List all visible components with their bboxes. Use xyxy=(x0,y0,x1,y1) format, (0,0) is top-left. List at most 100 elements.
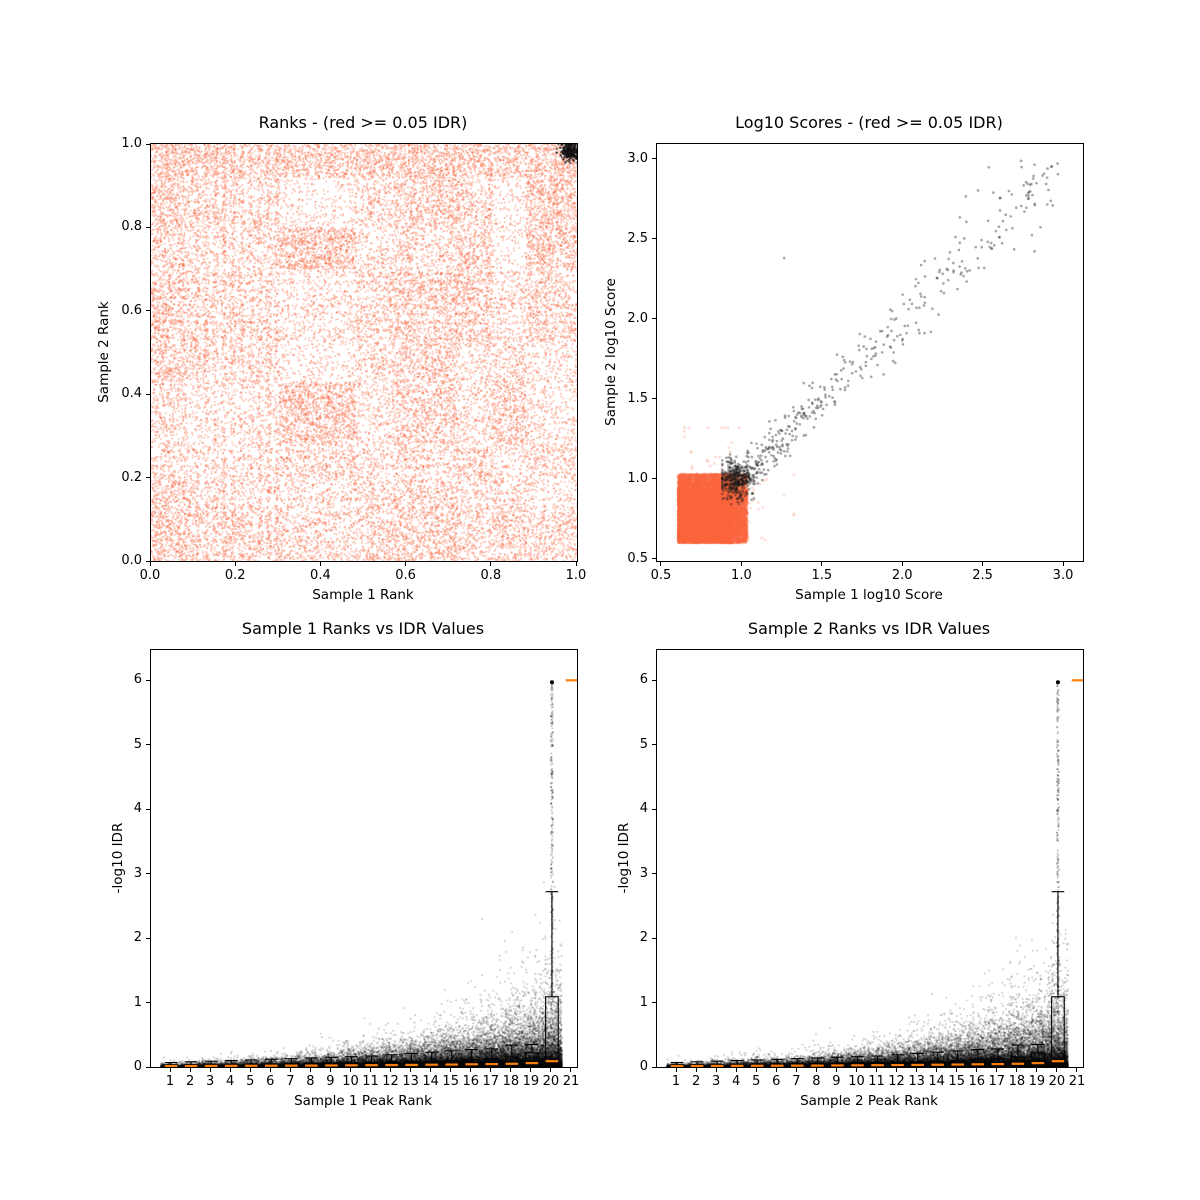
x-tick-mark xyxy=(660,561,662,566)
y-tick-mark xyxy=(145,393,150,395)
x-tick-mark xyxy=(450,1067,452,1072)
y-tick-label: 2 xyxy=(639,930,648,946)
x-tick-label: 18 xyxy=(502,1074,520,1089)
y-tick-label: 1.0 xyxy=(121,136,142,151)
x-tick-label: 8 xyxy=(812,1074,821,1089)
x-tick-label: 20 xyxy=(1048,1074,1066,1089)
x-tick-label: 0.6 xyxy=(395,568,416,583)
x-tick-label: 12 xyxy=(382,1074,399,1089)
y-tick-mark xyxy=(651,937,656,939)
x-tick-mark xyxy=(550,1067,552,1072)
y-tick-mark xyxy=(145,143,150,145)
y-tick-label: 2 xyxy=(133,930,142,946)
x-tick-label: 16 xyxy=(968,1074,986,1089)
x-tick-mark xyxy=(1036,1067,1038,1072)
x-tick-label: 1.0 xyxy=(731,568,752,583)
x-tick-label: 12 xyxy=(888,1074,905,1089)
x-tick-mark xyxy=(289,1067,291,1072)
x-tick-label: 1.0 xyxy=(565,568,587,583)
y-tick-label: 0.5 xyxy=(627,550,648,566)
x-tick-mark xyxy=(209,1067,211,1072)
x-tick-mark xyxy=(575,561,577,566)
x-tick-mark xyxy=(715,1067,717,1072)
x-tick-mark xyxy=(234,561,236,566)
sample1-rank-idr-subplot: Sample 1 Ranks vs IDR Values -log10 IDR … xyxy=(110,619,579,1109)
x-tick-label: 8 xyxy=(306,1074,315,1089)
x-tick-mark xyxy=(956,1067,958,1072)
y-tick-mark xyxy=(145,873,150,875)
y-tick-mark xyxy=(145,1066,150,1068)
x-tick-label: 9 xyxy=(326,1074,335,1089)
x-tick-mark xyxy=(309,1067,311,1072)
x-tick-mark xyxy=(740,561,742,566)
x-tick-label: 0.0 xyxy=(139,568,161,583)
x-tick-label: 10 xyxy=(848,1074,865,1089)
y-tick-label: 4 xyxy=(133,801,142,817)
x-axis-label: Sample 1 Rank xyxy=(312,587,414,603)
x-tick-label: 3 xyxy=(712,1074,721,1089)
y-tick-label: 3.0 xyxy=(627,150,648,166)
y-tick-mark xyxy=(651,1066,656,1068)
x-tick-mark xyxy=(1076,1067,1078,1072)
x-tick-label: 13 xyxy=(402,1074,419,1089)
x-tick-mark xyxy=(755,1067,757,1072)
y-tick-label: 1 xyxy=(133,994,142,1010)
x-tick-mark xyxy=(410,1067,412,1072)
x-tick-mark xyxy=(229,1067,231,1072)
x-tick-label: 4 xyxy=(226,1074,235,1089)
x-tick-mark xyxy=(982,561,984,566)
plot-area xyxy=(656,649,1084,1068)
x-tick-label: 13 xyxy=(908,1074,925,1089)
x-tick-label: 15 xyxy=(948,1074,965,1089)
x-tick-mark xyxy=(405,561,407,566)
x-tick-label: 6 xyxy=(266,1074,275,1089)
x-tick-label: 6 xyxy=(772,1074,781,1089)
x-tick-label: 16 xyxy=(462,1074,480,1089)
y-tick-label: 6 xyxy=(133,672,142,688)
x-tick-mark xyxy=(470,1067,472,1072)
x-tick-label: 2 xyxy=(185,1074,195,1089)
chart-title: Sample 2 Ranks vs IDR Values xyxy=(747,619,991,638)
y-tick-label: 1.0 xyxy=(627,470,648,486)
x-tick-mark xyxy=(430,1067,432,1072)
y-tick-label: 1.5 xyxy=(627,390,648,406)
y-tick-mark xyxy=(651,158,656,160)
y-tick-mark xyxy=(145,310,150,312)
y-tick-label: 3 xyxy=(639,865,648,881)
y-tick-label: 0 xyxy=(639,1059,648,1074)
y-tick-label: 0.6 xyxy=(121,302,142,318)
x-tick-mark xyxy=(329,1067,331,1072)
x-tick-mark xyxy=(390,1067,392,1072)
plot-area xyxy=(150,649,578,1068)
x-tick-label: 1.5 xyxy=(811,568,833,583)
y-tick-mark xyxy=(651,398,656,400)
y-tick-label: 4 xyxy=(639,801,648,817)
x-tick-mark xyxy=(795,1067,797,1072)
y-tick-label: 6 xyxy=(639,672,648,688)
x-tick-mark xyxy=(1056,1067,1058,1072)
x-tick-mark xyxy=(490,1067,492,1072)
x-tick-label: 7 xyxy=(792,1074,801,1089)
y-tick-mark xyxy=(651,873,656,875)
y-tick-label: 0.8 xyxy=(121,219,142,235)
x-tick-label: 19 xyxy=(1028,1074,1046,1089)
y-tick-label: 1 xyxy=(639,994,648,1010)
y-tick-label: 0.4 xyxy=(121,386,142,402)
y-tick-mark xyxy=(651,744,656,746)
x-axis-label: Sample 1 Peak Rank xyxy=(294,1093,432,1109)
x-tick-label: 2.5 xyxy=(972,568,993,583)
y-tick-mark xyxy=(651,478,656,480)
y-tick-mark xyxy=(145,1002,150,1004)
y-tick-label: 0.2 xyxy=(121,469,142,485)
y-tick-mark xyxy=(145,744,150,746)
x-tick-mark xyxy=(775,1067,777,1072)
x-tick-label: 10 xyxy=(342,1074,359,1089)
x-tick-label: 11 xyxy=(868,1074,885,1089)
x-tick-label: 5 xyxy=(246,1074,255,1089)
x-tick-mark xyxy=(319,561,321,566)
plot-area xyxy=(656,143,1084,562)
y-tick-label: 2.0 xyxy=(627,310,648,326)
sample2-rank-idr-canvas xyxy=(657,650,1083,1067)
y-tick-mark xyxy=(651,238,656,240)
x-tick-label: 2.0 xyxy=(891,568,913,583)
